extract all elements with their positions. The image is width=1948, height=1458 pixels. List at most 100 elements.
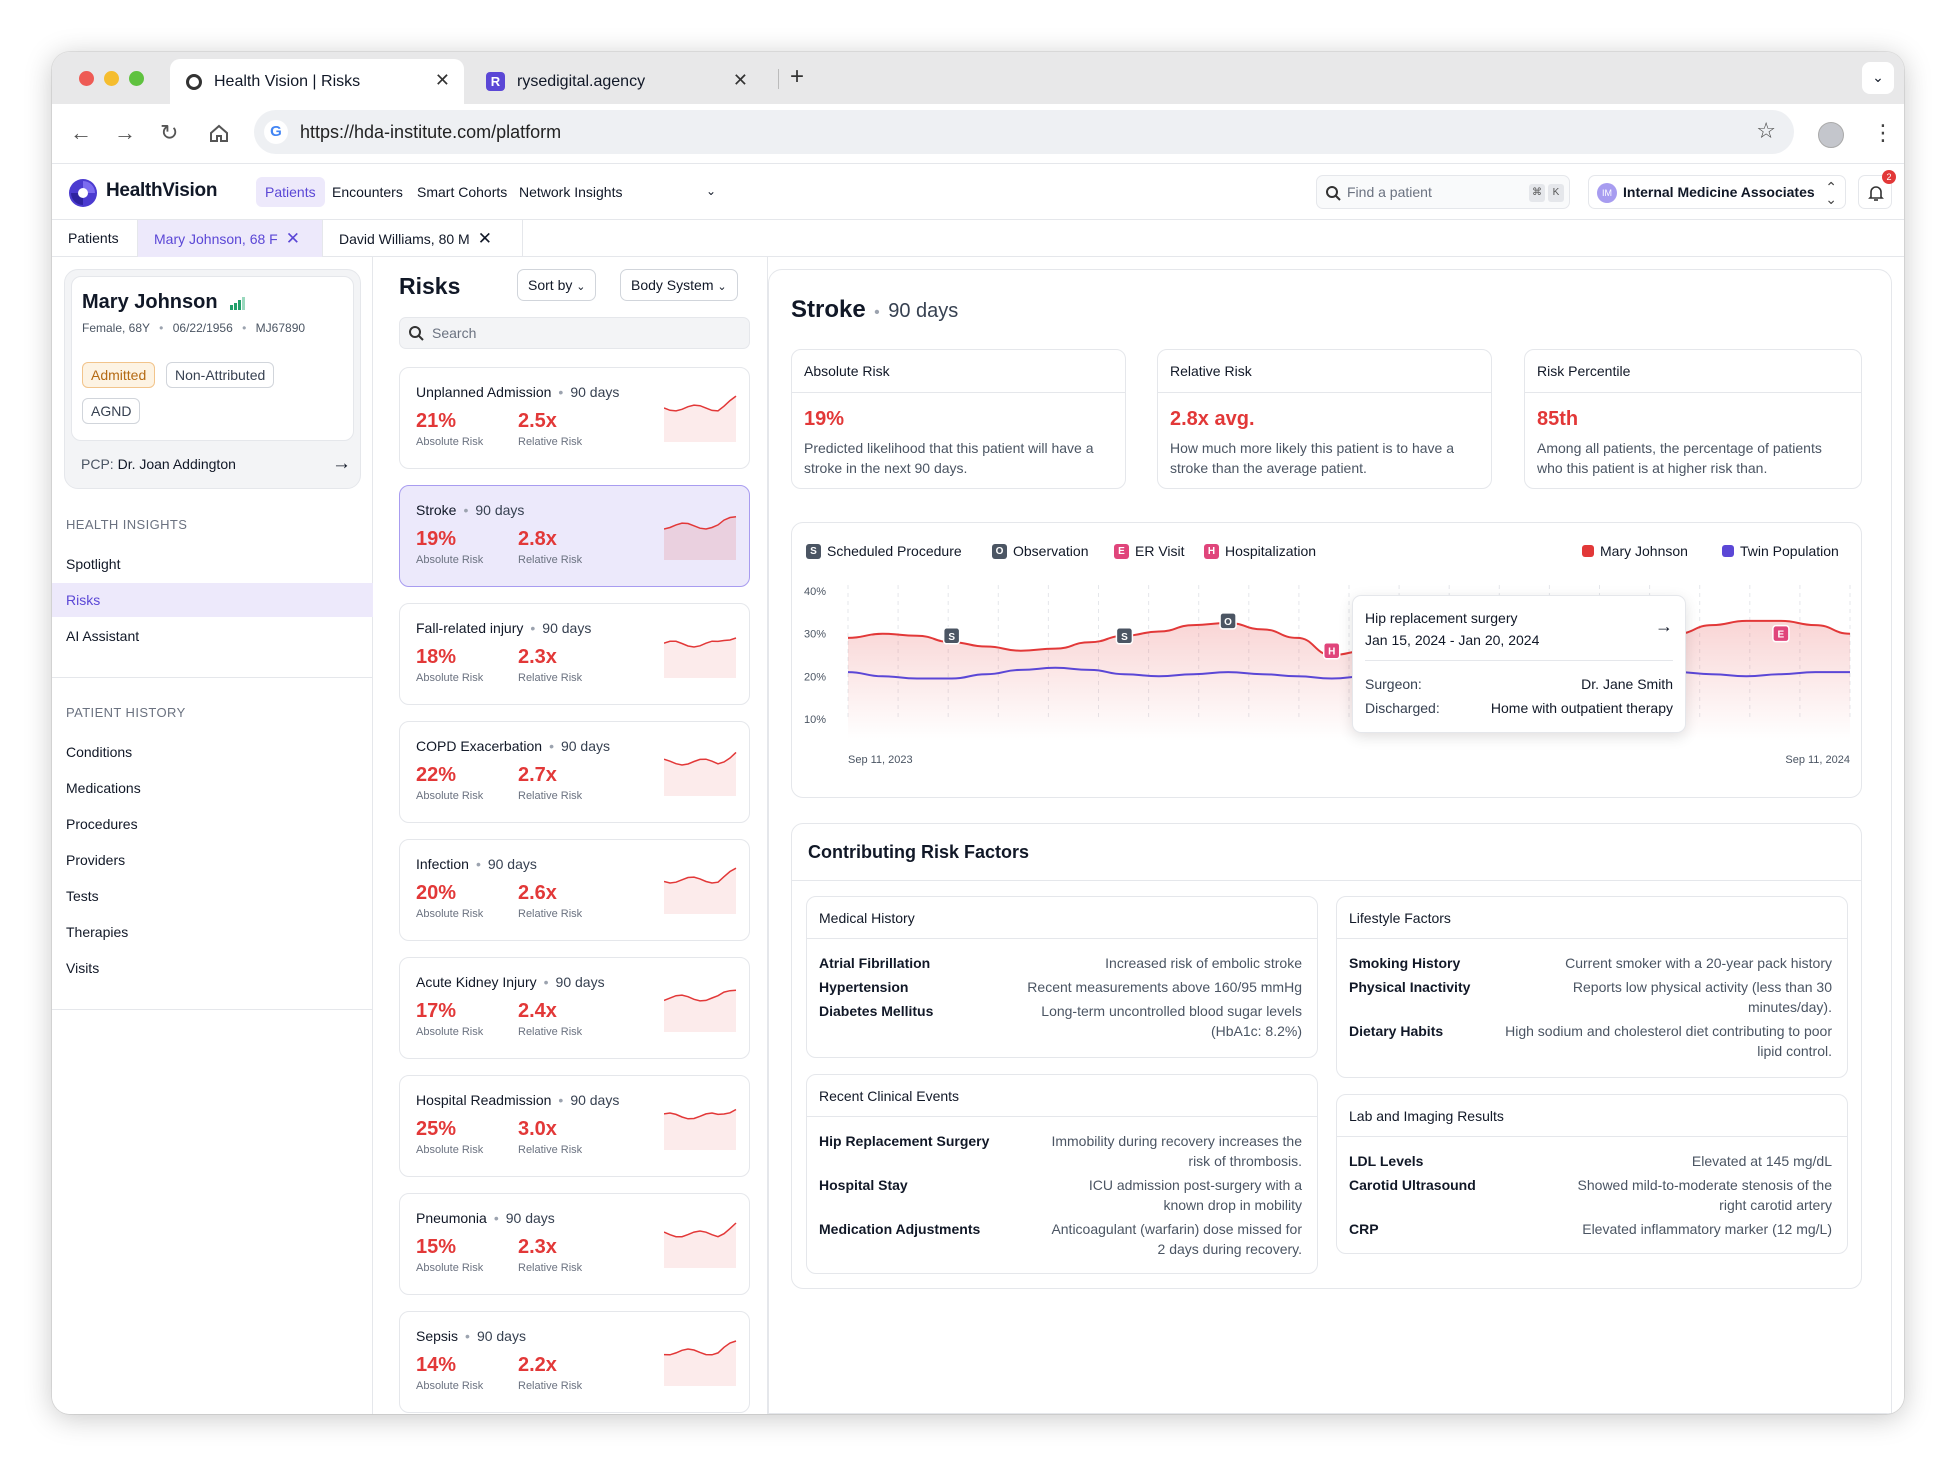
stat-label: Relative Risk <box>1158 350 1491 393</box>
back-icon[interactable]: ← <box>70 120 92 145</box>
event-tooltip[interactable]: Hip replacement surgery Jan 15, 2024 - J… <box>1352 595 1686 733</box>
close-tab-icon[interactable]: ✕ <box>434 70 450 90</box>
app-logo-text[interactable]: HealthVision <box>106 180 218 201</box>
forward-icon[interactable]: → <box>114 120 136 145</box>
nav-encounters[interactable]: Encounters <box>332 184 403 200</box>
legend-scheduled-procedure: S Scheduled Procedure <box>806 543 962 559</box>
risk-card[interactable]: Sepsis • 90 days 14% 2.2x Absolute Risk Relati… <box>399 1311 750 1413</box>
detail-period: 90 days <box>888 300 959 322</box>
search-icon <box>1326 186 1341 201</box>
risk-card[interactable]: Fall-related injury • 90 days 18% 2.3x Absolu… <box>399 603 750 705</box>
sidebar-item-ai-assistant[interactable]: AI Assistant <box>66 628 140 644</box>
chart-plot[interactable]: 40% 30% 20% 10% Sep 11, 2023 Sep 11, 2024 S S O H… <box>792 567 1861 797</box>
tab-title: Health Vision | Risks <box>214 72 361 90</box>
factor-value: Immobility during recovery increases the… <box>1051 1133 1302 1169</box>
more-menu-icon[interactable]: ⋮ <box>1872 120 1894 145</box>
nav-smart-cohorts[interactable]: Smart Cohorts <box>417 184 508 200</box>
separator-dot: • <box>558 384 564 400</box>
sidebar-item-procedures[interactable]: Procedures <box>66 816 138 832</box>
sidebar-item-therapies[interactable]: Therapies <box>66 924 129 940</box>
sparkline-area <box>664 396 736 442</box>
risk-card[interactable]: Stroke • 90 days 19% 2.8x Absolute Risk Relati… <box>399 485 750 587</box>
gender-age: Female, 68Y <box>82 321 150 335</box>
factor-key: CRP <box>1349 1221 1379 1237</box>
sidebar-item-providers[interactable]: Providers <box>66 852 126 868</box>
tab-david-williams[interactable]: David Williams, 80 M ✕ <box>323 220 523 257</box>
notifications-button[interactable]: 2 <box>1858 170 1896 209</box>
sort-by-button[interactable]: Sort by ⌄ <box>517 269 597 301</box>
legend-swatch <box>1722 545 1734 557</box>
tab-search-chevron-icon[interactable]: ⌄ <box>1862 62 1894 94</box>
stat-label: Absolute Risk <box>792 350 1125 393</box>
nav-network-insights[interactable]: Network Insights <box>519 184 623 200</box>
favicon-r-icon: R <box>486 72 505 91</box>
risk-card[interactable]: COPD Exacerbation • 90 days 22% 2.7x Absolute… <box>399 721 750 823</box>
sidebar-item-medications[interactable]: Medications <box>66 780 141 796</box>
sidebar-item-risks[interactable]: Risks <box>52 583 373 617</box>
legend-er-visit: E ER Visit <box>1114 543 1185 559</box>
arrow-right-icon[interactable]: → <box>332 453 351 474</box>
patient-search-input[interactable]: Find a patient ⌘ K <box>1316 175 1570 209</box>
address-bar-row: ← → ↻ G https://hda-institute.com/platfo… <box>52 104 1904 164</box>
surgeon-label: Surgeon: <box>1365 676 1422 692</box>
risk-name: Acute Kidney Injury <box>416 974 537 990</box>
sidebar-item-spotlight[interactable]: Spotlight <box>66 556 121 572</box>
nav-patients[interactable]: Patients <box>256 177 325 207</box>
close-icon[interactable]: ✕ <box>477 229 492 248</box>
risk-card[interactable]: Infection • 90 days 20% 2.6x Absolute Risk Rel… <box>399 839 750 941</box>
risk-card[interactable]: Pneumonia • 90 days 15% 2.3x Absolute Risk Rel… <box>399 1193 750 1295</box>
reload-icon[interactable]: ↻ <box>160 120 179 145</box>
risk-sparkline <box>664 867 737 914</box>
tab-patients[interactable]: Patients <box>52 220 138 257</box>
separator-dot: • <box>465 1328 470 1344</box>
org-selector[interactable]: IM Internal Medicine Associates ⌃ ⌄ <box>1588 175 1846 209</box>
search-placeholder: Search <box>432 325 477 341</box>
absolute-risk-value: 14% <box>416 1354 457 1376</box>
stat-description: Among all patients, the percentage of pa… <box>1537 440 1822 476</box>
risk-search-input[interactable]: Search <box>399 317 750 349</box>
sparkline-line <box>664 1108 737 1120</box>
close-window-button[interactable] <box>79 71 94 86</box>
body-system-filter[interactable]: Body System ⌄ <box>620 269 738 301</box>
tab-mary-johnson[interactable]: Mary Johnson, 68 F ✕ <box>138 220 323 257</box>
relative-risk-label: Relative Risk <box>518 790 583 802</box>
close-tab-icon[interactable]: ✕ <box>732 70 748 90</box>
browser-tab[interactable]: R rysedigital.agency ✕ <box>470 59 770 104</box>
close-icon[interactable]: ✕ <box>285 229 300 248</box>
legend-label: Twin Population <box>1740 543 1839 559</box>
y-tick-label: 30% <box>804 629 826 641</box>
sidebar-item-visits[interactable]: Visits <box>66 960 100 976</box>
risk-trend-chart: S Scheduled Procedure O Observation E ER Vi… <box>791 522 1862 798</box>
risk-card[interactable]: Acute Kidney Injury • 90 days 17% 2.4x Absolu… <box>399 957 750 1059</box>
home-icon[interactable] <box>208 122 230 144</box>
arrow-right-icon[interactable]: → <box>1655 616 1673 636</box>
app-header: HealthVision Patients Encounters Smart C… <box>52 164 1904 220</box>
url-bar[interactable]: G https://hda-institute.com/platform ☆ <box>254 110 1794 154</box>
url-text[interactable]: https://hda-institute.com/platform <box>300 121 562 142</box>
profile-avatar[interactable] <box>1818 122 1844 148</box>
tab-divider <box>778 69 779 89</box>
legend-badge: O <box>992 543 1007 559</box>
risk-card[interactable]: Hospital Readmission • 90 days 25% 3.0x Absol… <box>399 1075 750 1177</box>
sidebar-item-tests[interactable]: Tests <box>66 888 99 904</box>
risk-sparkline <box>664 1340 737 1386</box>
sidebar-item-conditions[interactable]: Conditions <box>66 744 133 760</box>
absolute-risk-label: Absolute Risk <box>416 1144 484 1156</box>
patient-name: Mary Johnson <box>82 291 218 313</box>
pcp-name: Dr. Joan Addington <box>117 456 236 472</box>
bookmark-star-icon[interactable]: ☆ <box>1756 118 1776 143</box>
risk-card[interactable]: Unplanned Admission • 90 days 21% 2.5x Absolu… <box>399 367 750 469</box>
surgeon-value: Dr. Jane Smith <box>1581 676 1673 692</box>
maximize-window-button[interactable] <box>129 71 144 86</box>
risk-period: 90 days <box>570 1092 620 1108</box>
pcp-row[interactable]: PCP: Dr. Joan Addington → <box>81 453 351 474</box>
new-tab-icon[interactable]: + <box>790 63 805 90</box>
factor-key: Carotid Ultrasound <box>1349 1177 1476 1193</box>
risk-card-title: Unplanned Admission • 90 days <box>416 384 619 400</box>
legend-label: ER Visit <box>1135 543 1185 559</box>
minimize-window-button[interactable] <box>104 71 119 86</box>
legend-label: Hospitalization <box>1225 543 1317 559</box>
factor-value: Showed mild-to-moderate stenosis of the … <box>1577 1177 1832 1213</box>
browser-tab-active[interactable]: Health Vision | Risks ✕ <box>170 59 464 104</box>
browser-window: Health Vision | Risks ✕ R rysedigital.ag… <box>52 52 1904 1414</box>
